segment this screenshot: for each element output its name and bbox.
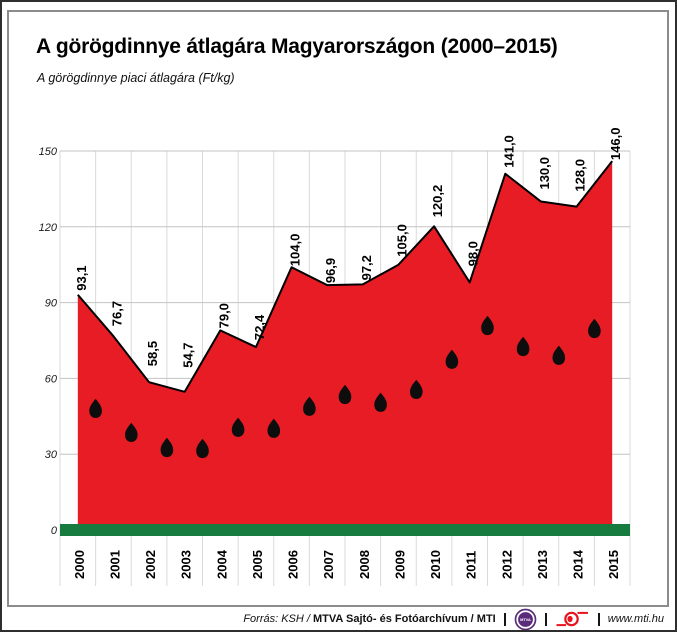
mti-logo-icon <box>556 611 588 627</box>
source-prefix: Forrás: KSH / <box>243 613 310 625</box>
footer-divider <box>597 612 600 626</box>
mtva-logo-icon: MTVA <box>514 608 537 630</box>
mtva-logo-text: MTVA <box>520 617 531 622</box>
mti-logo-ring <box>563 611 579 627</box>
mti-logo-dot <box>567 615 573 623</box>
mtva-logo-inner-disc <box>517 611 533 627</box>
chart-subtitle: A görögdinnye piaci átlagára (Ft/kg) <box>37 71 235 85</box>
source-main: MTVA Sajtó- és Fotóarchívum / MTI <box>313 613 496 625</box>
footer-bar: Forrás: KSH / MTVA Sajtó- és Fotóarchívu… <box>243 606 664 630</box>
website-link: www.mti.hu <box>607 613 664 625</box>
footer-divider <box>544 612 547 626</box>
chart-title: A görögdinnye átlagára Magyarországon (2… <box>36 35 558 58</box>
chart-panel-frame <box>7 10 669 607</box>
footer-divider <box>503 612 506 626</box>
source-credit: Forrás: KSH / MTVA Sajtó- és Fotóarchívu… <box>243 613 495 625</box>
